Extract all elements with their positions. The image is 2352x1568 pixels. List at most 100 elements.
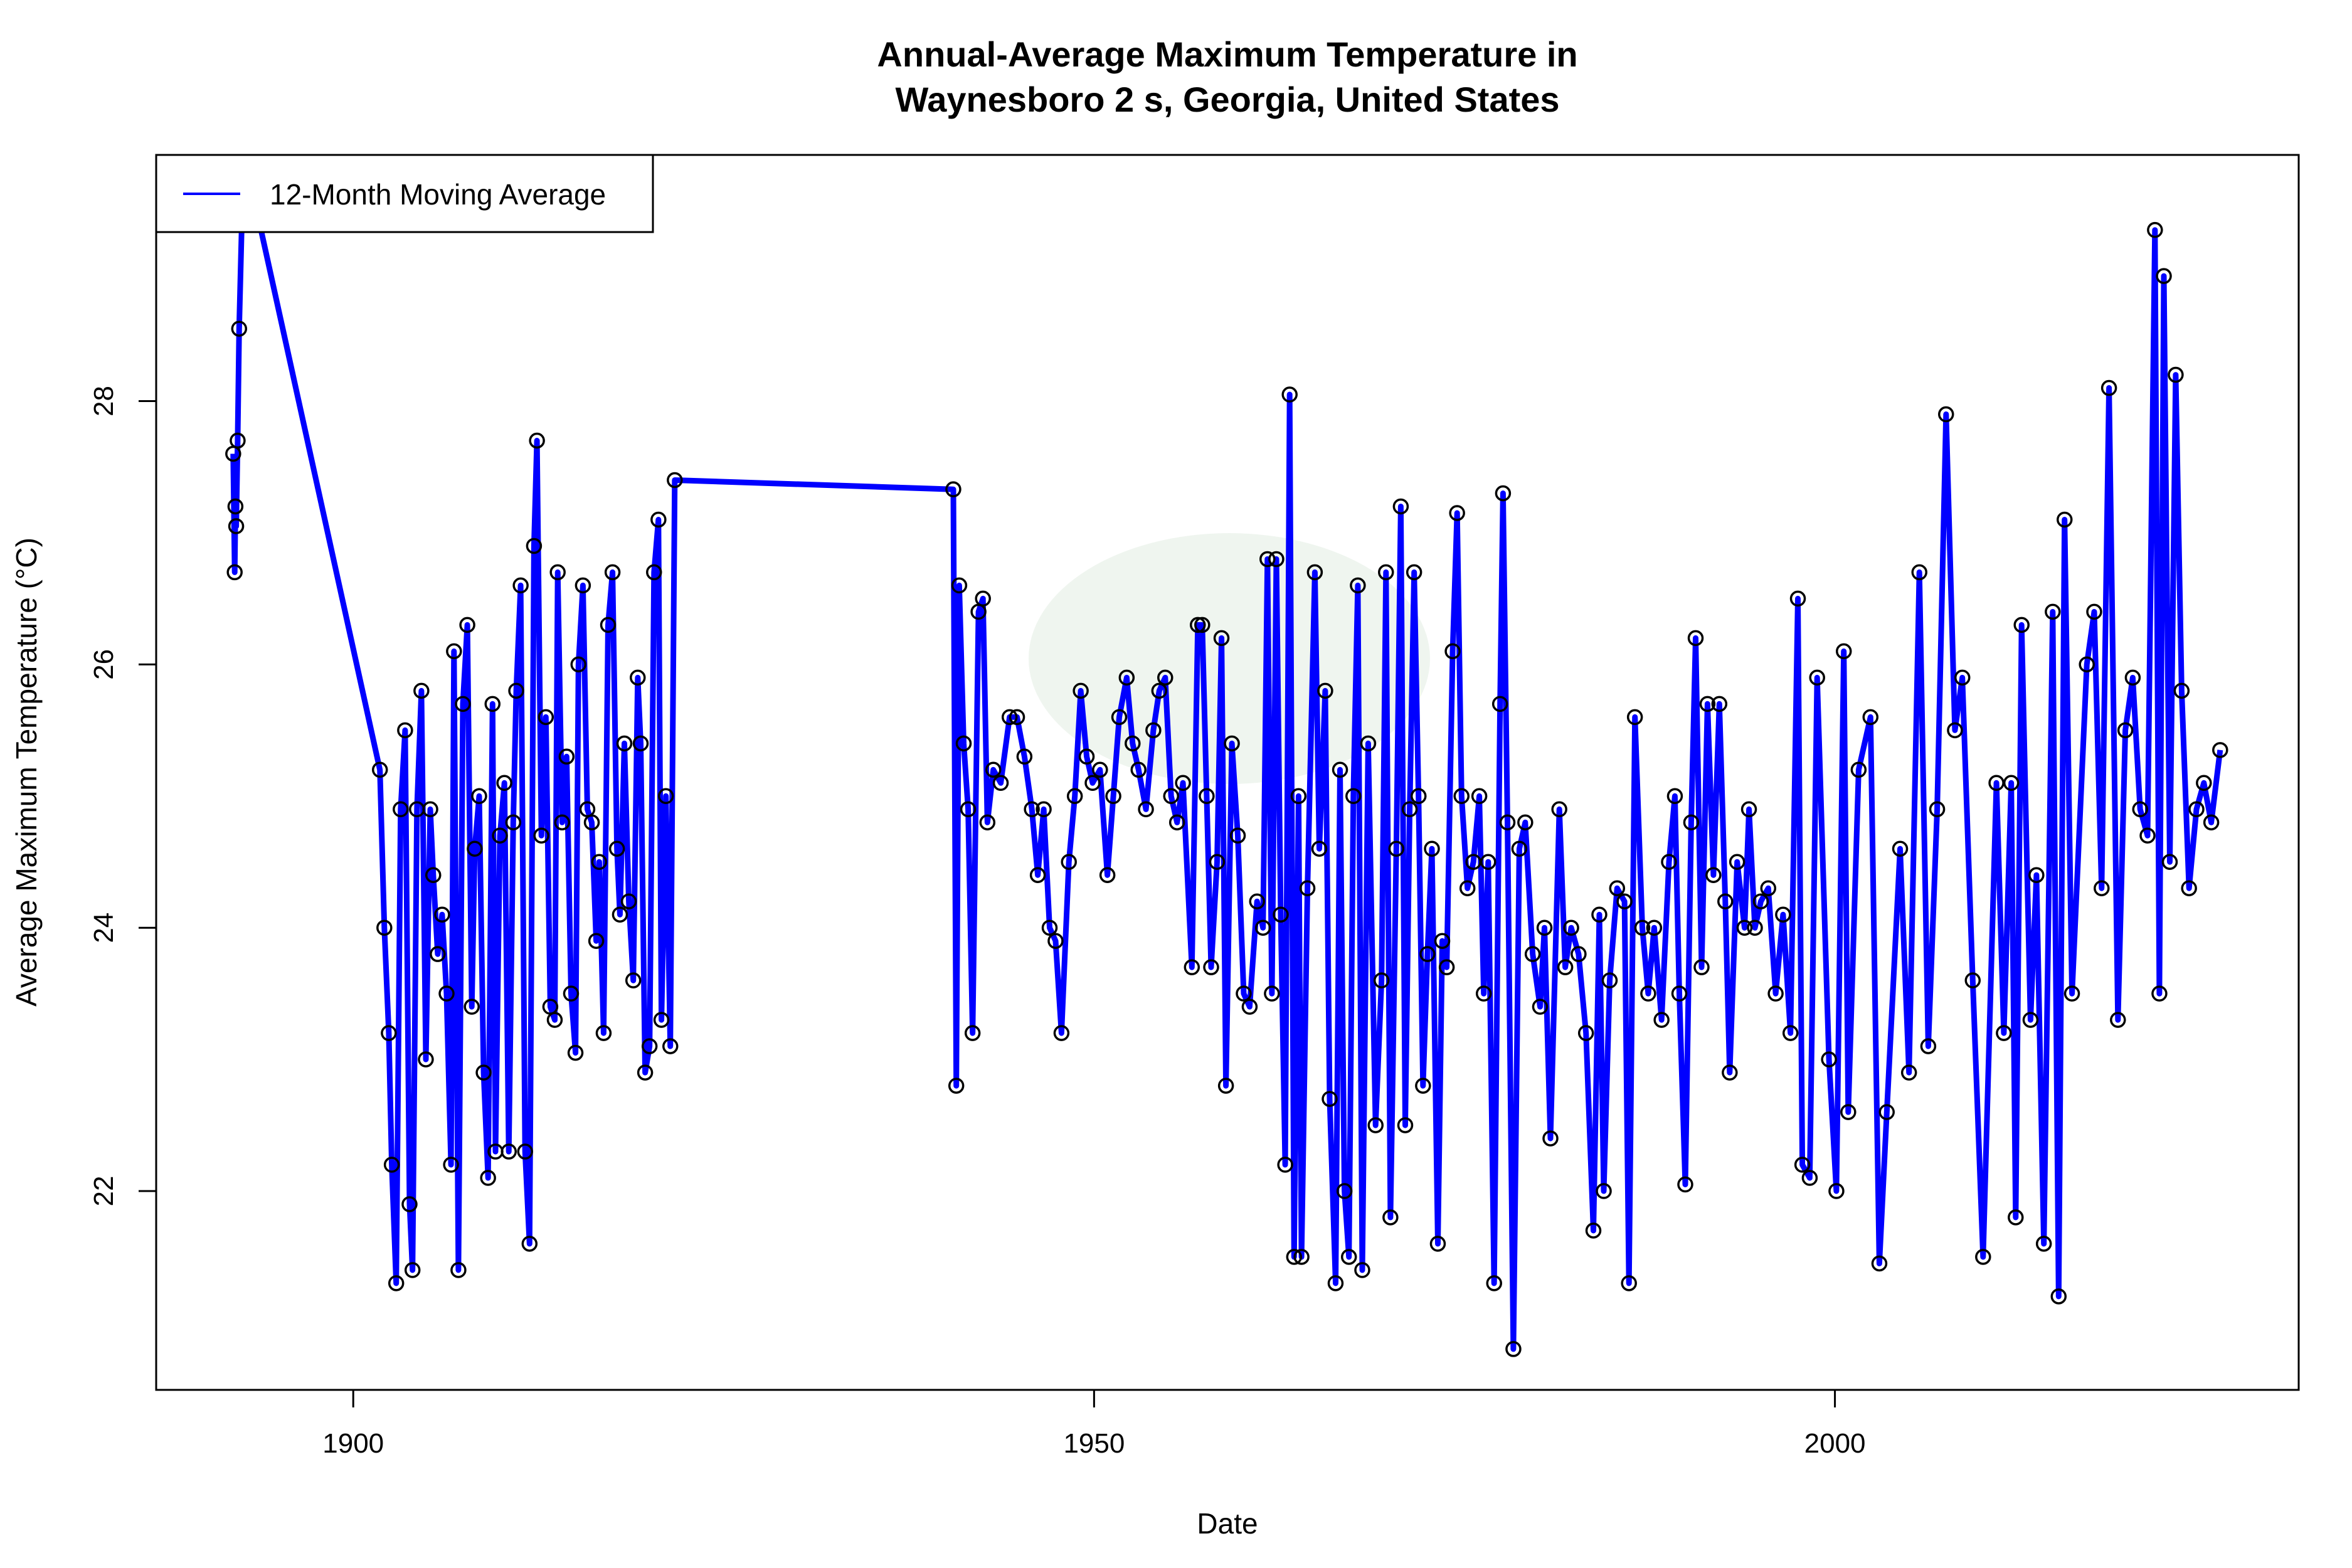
data-point [567, 1044, 584, 1061]
data-point [588, 933, 605, 949]
data-point [1111, 709, 1128, 726]
data-point [2008, 1209, 2024, 1226]
data-point [2117, 722, 2134, 739]
data-point [1163, 788, 1179, 805]
data-point [1125, 735, 1141, 752]
data-point [1954, 669, 1971, 686]
data-point [1782, 1025, 1799, 1041]
data-point [1145, 722, 1162, 739]
data-point [1241, 999, 1258, 1015]
data-point [1821, 1051, 1837, 1067]
data-point [1491, 696, 1508, 712]
data-point [422, 801, 438, 818]
data-point [1194, 617, 1210, 633]
data-point [1591, 906, 1608, 923]
data-point [1634, 919, 1651, 936]
data-point [1175, 775, 1191, 792]
data-point [1419, 946, 1436, 962]
data-point [1524, 946, 1541, 962]
data-point [616, 735, 633, 752]
data-point [1911, 564, 1927, 581]
data-point [1517, 814, 1534, 831]
data-point [667, 472, 683, 489]
data-point [632, 735, 649, 752]
data-point [1653, 1012, 1670, 1028]
data-point [1264, 985, 1280, 1002]
data-point [1410, 788, 1427, 805]
data-point [1415, 1078, 1431, 1094]
data-point [1563, 919, 1579, 936]
data-point [1996, 1025, 2012, 1041]
data-point [1699, 696, 1716, 712]
data-point [2094, 880, 2110, 896]
data-point [1938, 406, 1954, 423]
data-point [1168, 814, 1185, 831]
data-point [992, 775, 1009, 792]
data-point [496, 775, 512, 792]
data-point [1254, 919, 1271, 936]
data-point [376, 919, 393, 936]
data-point [1317, 682, 1333, 699]
data-point [1332, 761, 1348, 778]
data-point [1752, 893, 1769, 909]
data-point [533, 827, 549, 844]
data-point [538, 709, 554, 726]
data-point [455, 696, 471, 712]
data-point [1693, 959, 1710, 975]
data-point [554, 814, 571, 831]
data-point [1397, 1117, 1414, 1133]
data-point [517, 1143, 533, 1160]
data-point [464, 999, 480, 1015]
data-point [1354, 1262, 1370, 1278]
data-point [1775, 906, 1791, 923]
data-point [1975, 1249, 1991, 1265]
data-point [570, 656, 587, 673]
data-point [2035, 1236, 2052, 1252]
data-point [1360, 735, 1377, 752]
data-point [2212, 742, 2228, 758]
data-point [505, 814, 522, 831]
data-point [2013, 617, 2030, 633]
data-point [945, 481, 961, 497]
data-point [446, 643, 462, 660]
data-point [418, 1051, 434, 1067]
data-point [1661, 854, 1677, 870]
data-point [646, 564, 662, 581]
data-point [425, 867, 442, 883]
data-point [1532, 999, 1549, 1015]
data-point [2156, 268, 2172, 284]
data-point [1920, 1038, 1937, 1054]
data-point [459, 617, 475, 633]
data-point [1099, 867, 1116, 883]
data-point [653, 1012, 670, 1028]
data-point [1557, 959, 1574, 975]
data-point [1542, 1130, 1559, 1147]
data-point [1336, 1183, 1353, 1199]
data-point [1683, 814, 1700, 831]
data-point [1024, 801, 1040, 818]
data-point [1671, 985, 1688, 1002]
data-point [1511, 840, 1528, 857]
data-point [620, 893, 637, 909]
data-point [558, 748, 575, 765]
data-point [388, 1275, 405, 1291]
data-point [1601, 972, 1618, 988]
data-point [1130, 761, 1147, 778]
data-point [1850, 761, 1867, 778]
data-point [450, 1262, 467, 1278]
data-point [1367, 1117, 1384, 1133]
legend-label: 12-Month Moving Average [270, 178, 606, 211]
chart-title-line-2: Waynesboro 2 s, Georgia, United States [895, 80, 1559, 119]
data-point [2063, 985, 2080, 1002]
data-point [501, 1143, 517, 1160]
data-point [2196, 775, 2212, 792]
data-point [1486, 1275, 1502, 1291]
data-point [1747, 919, 1763, 936]
x-axis: 1900 1950 2000 [322, 1390, 1866, 1459]
data-point [608, 840, 625, 857]
data-point [975, 590, 991, 607]
data-point [595, 1025, 612, 1041]
data-point [1459, 880, 1476, 896]
data-point [1401, 801, 1418, 818]
data-point [2086, 603, 2102, 620]
